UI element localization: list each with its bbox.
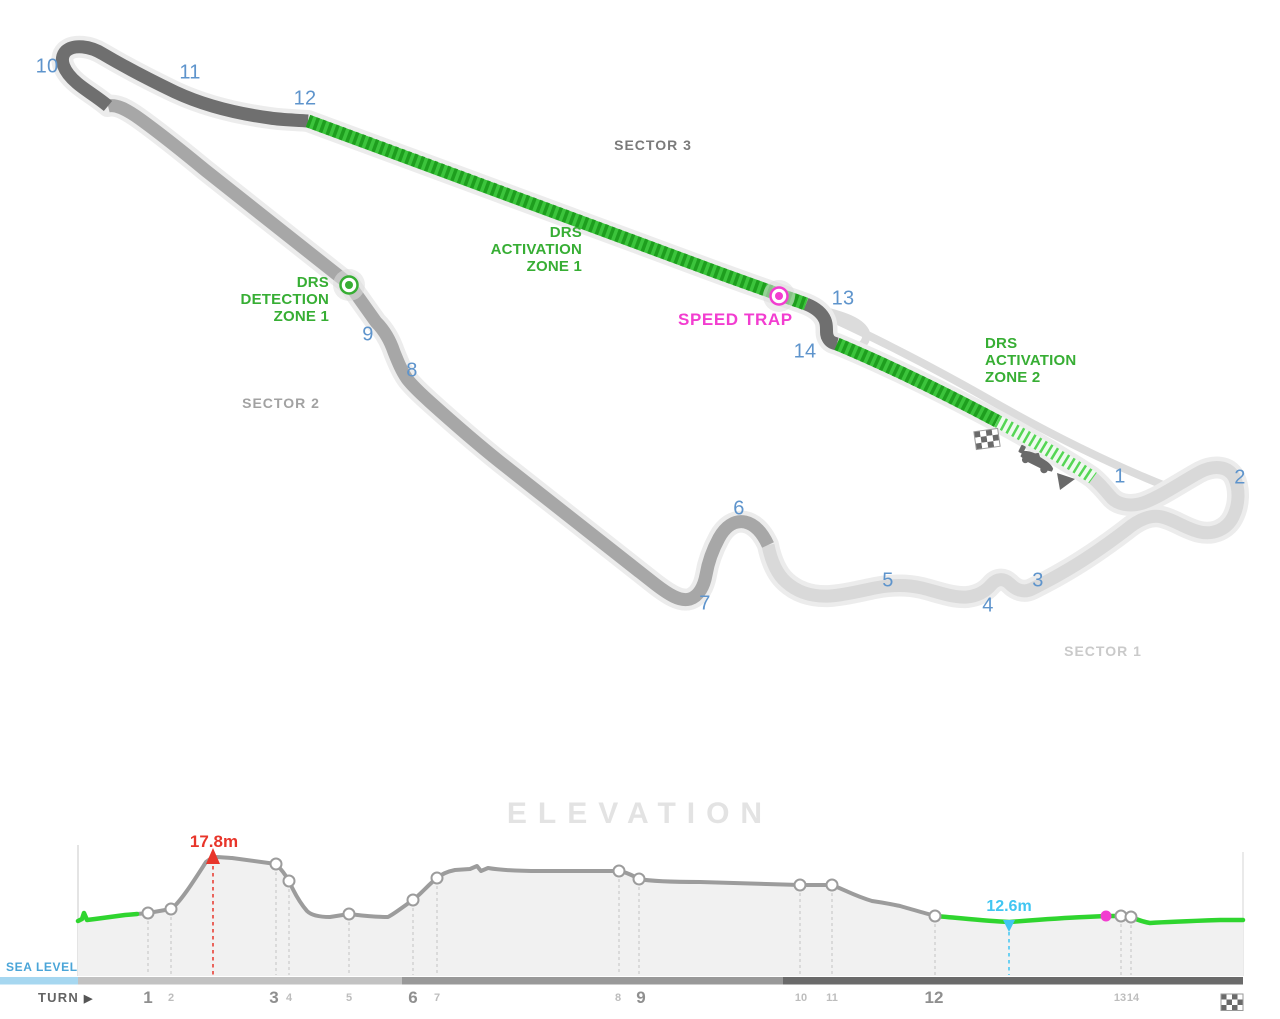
axis-turn-tick-13: 13 <box>1113 992 1127 1004</box>
sector3-bar <box>783 977 1243 985</box>
drs-zone2-track-light <box>994 415 1097 484</box>
track-chicane-13-14 <box>803 297 839 351</box>
axis-turn-tick-5: 5 <box>345 992 353 1004</box>
sector1-bar <box>78 977 402 985</box>
drs-activation-zone2-label: DRS ACTIVATION ZONE 2 <box>985 335 1077 386</box>
drs-detection-marker <box>333 269 365 301</box>
axis-turn-tick-6: 6 <box>408 988 418 1007</box>
elevation-chart <box>0 845 1246 1011</box>
turn-markers <box>141 857 1138 924</box>
map-turn-label-7: 7 <box>699 592 711 615</box>
axis-turn-tick-9: 9 <box>636 988 646 1007</box>
speed-trap-label: SPEED TRAP <box>678 310 793 329</box>
elevation-area <box>78 857 1243 976</box>
elevation-title: ELEVATION <box>506 797 774 830</box>
map-turn-label-13: 13 <box>831 287 855 310</box>
drs-detection-zone1-label: DRS DETECTION ZONE 1 <box>240 274 329 325</box>
sea-level-label: SEA LEVEL <box>6 960 78 974</box>
sector3-label: SECTOR 3 <box>614 137 692 153</box>
sector2-bar <box>402 977 783 985</box>
track-sector2 <box>106 99 774 607</box>
max-elevation-label: 17.8m <box>189 832 239 851</box>
axis-turn-tick-3: 3 <box>269 988 279 1007</box>
pit-lane <box>791 298 1172 491</box>
sector-bar <box>0 977 1243 985</box>
map-turn-label-4: 4 <box>982 594 994 617</box>
map-turn-label-9: 9 <box>362 323 374 346</box>
direction-arrow-icon <box>1057 473 1075 490</box>
axis-turn-tick-11: 11 <box>826 992 838 1004</box>
min-elevation-label: 12.6m <box>986 898 1032 915</box>
turn-axis-label: TURN ▶ <box>38 990 93 1005</box>
finish-flag-icon <box>973 427 1001 451</box>
car-icon <box>1018 444 1054 474</box>
elevation-line-green-end <box>932 913 1246 926</box>
turn-axis-arrow-icon: ▶ <box>83 993 93 1005</box>
axis-turn-tick-2: 2 <box>167 992 175 1004</box>
elevation-line-green-start <box>75 910 140 924</box>
map-turn-label-11: 11 <box>179 61 201 84</box>
track-map <box>51 35 1249 611</box>
axis-turn-tick-10: 10 <box>794 992 808 1004</box>
axis-turn-tick-14: 14 <box>1126 992 1140 1004</box>
min-elevation-marker <box>1003 920 1015 932</box>
map-turn-label-6: 6 <box>733 497 745 520</box>
axis-turn-tick-1: 1 <box>143 988 153 1007</box>
map-turn-label-3: 3 <box>1032 569 1044 592</box>
track-sector3 <box>56 40 309 128</box>
drs-zone2-track-dense <box>834 338 1001 427</box>
axis-finish-flag-icon <box>1220 993 1244 1011</box>
map-turn-label-12: 12 <box>293 87 317 110</box>
drs-activation-zone1-label: DRS ACTIVATION ZONE 1 <box>490 224 582 275</box>
map-turn-label-5: 5 <box>882 569 894 592</box>
turn-guide-lines <box>147 872 1132 975</box>
sector1-label: SECTOR 1 <box>1064 643 1142 659</box>
axis-turn-tick-8: 8 <box>614 992 622 1004</box>
map-turn-label-1: 1 <box>1114 465 1126 488</box>
drs-zone1-track <box>305 114 809 311</box>
speed-trap-marker <box>763 280 795 312</box>
sector2-label: SECTOR 2 <box>242 395 320 411</box>
sea-level-bar <box>0 977 78 985</box>
map-turn-label-10: 10 <box>35 55 59 78</box>
max-elevation-marker <box>206 848 220 864</box>
map-turn-label-14: 14 <box>793 340 817 363</box>
axis-turn-tick-7: 7 <box>433 992 441 1004</box>
speed-trap-elevation-dot <box>1100 910 1112 922</box>
axis-turn-tick-12: 12 <box>924 988 944 1007</box>
map-turn-label-8: 8 <box>406 359 418 382</box>
track-sector1 <box>761 461 1245 604</box>
axis-turn-tick-4: 4 <box>285 992 293 1004</box>
map-turn-label-2: 2 <box>1234 466 1246 489</box>
